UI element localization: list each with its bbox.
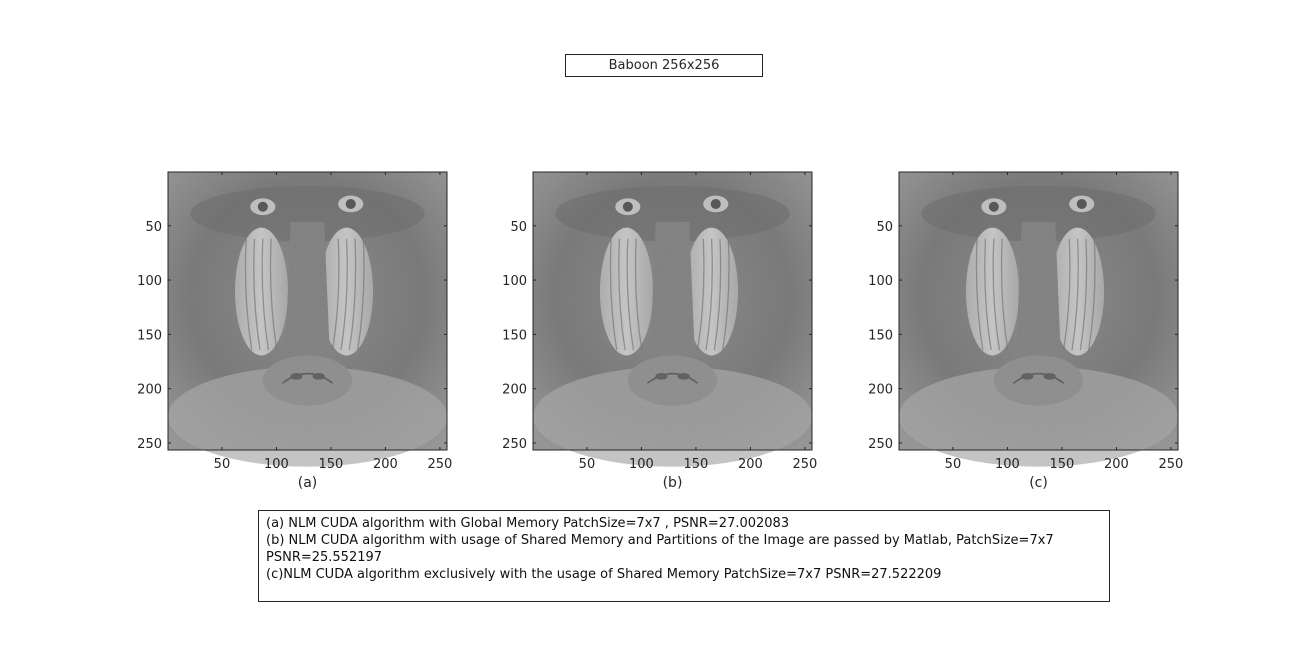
- subplot-label: (b): [663, 475, 683, 491]
- x-tick-label: 200: [1104, 457, 1129, 472]
- subplot-label: (c): [1029, 475, 1048, 491]
- subplot-label: (a): [298, 475, 318, 491]
- baboon-image: [168, 172, 447, 467]
- x-tick-label: 250: [793, 457, 818, 472]
- y-tick-label: 50: [510, 220, 527, 235]
- y-tick-label: 100: [868, 274, 893, 289]
- x-tick-label: 200: [738, 457, 763, 472]
- x-tick-label: 150: [1050, 457, 1075, 472]
- x-tick-label: 250: [428, 457, 453, 472]
- y-tick-label: 150: [868, 328, 893, 343]
- axes-frame: [898, 171, 1179, 451]
- x-tick-label: 50: [945, 457, 962, 472]
- y-tick-label: 200: [868, 383, 893, 398]
- caption-line-a: (a) NLM CUDA algorithm with Global Memor…: [266, 516, 790, 531]
- figure-title-text: Baboon 256x256: [608, 58, 720, 73]
- caption-line-c: (c)NLM CUDA algorithm exclusively with t…: [266, 567, 942, 582]
- subplot-b: 50 100 150 200 250 50 100 150 200 250 (b): [502, 171, 818, 491]
- x-tick-label: 150: [319, 457, 344, 472]
- axes-frame: [167, 171, 448, 451]
- x-tick-label: 50: [579, 457, 596, 472]
- x-tick-label: 50: [214, 457, 231, 472]
- y-tick-label: 50: [145, 220, 162, 235]
- x-tick-label: 100: [629, 457, 654, 472]
- y-tick-label: 200: [502, 383, 527, 398]
- caption-line-b-psnr: PSNR=25.552197: [266, 550, 383, 565]
- y-tick-label: 100: [137, 274, 162, 289]
- y-tick-label: 200: [137, 383, 162, 398]
- y-tick-label: 50: [876, 220, 893, 235]
- x-tick-label: 200: [373, 457, 398, 472]
- y-tick-label: 250: [502, 437, 527, 452]
- figure-title: Baboon 256x256: [565, 54, 763, 77]
- x-tick-label: 100: [264, 457, 289, 472]
- y-tick-label: 150: [502, 328, 527, 343]
- y-tick-label: 100: [502, 274, 527, 289]
- x-tick-label: 150: [684, 457, 709, 472]
- axes-frame: [532, 171, 813, 451]
- x-tick-label: 100: [995, 457, 1020, 472]
- subplot-c: 50 100 150 200 250 50 100 150 200 250 (c): [868, 171, 1184, 491]
- y-tick-label: 250: [868, 437, 893, 452]
- y-tick-label: 250: [137, 437, 162, 452]
- y-tick-label: 150: [137, 328, 162, 343]
- baboon-image: [899, 172, 1178, 467]
- caption-box: (a) NLM CUDA algorithm with Global Memor…: [258, 510, 1110, 602]
- subplot-a: 50 100 150 200 250 50 100 150 200 250 (a): [137, 171, 453, 491]
- caption-line-b: (b) NLM CUDA algorithm with usage of Sha…: [266, 533, 1054, 548]
- baboon-image: [533, 172, 812, 467]
- x-tick-label: 250: [1159, 457, 1184, 472]
